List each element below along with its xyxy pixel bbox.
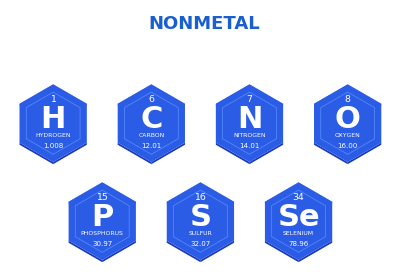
Polygon shape xyxy=(20,143,53,164)
Polygon shape xyxy=(118,84,185,162)
Text: 15: 15 xyxy=(96,193,108,202)
Text: CARBON: CARBON xyxy=(138,133,164,138)
Text: 8: 8 xyxy=(345,95,351,104)
Polygon shape xyxy=(102,241,136,262)
Polygon shape xyxy=(265,241,299,262)
Polygon shape xyxy=(200,182,234,204)
Polygon shape xyxy=(69,182,136,260)
Polygon shape xyxy=(348,84,381,106)
Polygon shape xyxy=(216,143,249,164)
Text: H: H xyxy=(40,105,66,134)
Text: SULFUR: SULFUR xyxy=(189,231,212,236)
Text: Se: Se xyxy=(277,203,320,232)
Text: NITROGEN: NITROGEN xyxy=(233,133,266,138)
Text: 1: 1 xyxy=(50,95,56,104)
Polygon shape xyxy=(102,182,136,204)
Polygon shape xyxy=(118,84,151,106)
Polygon shape xyxy=(249,143,283,164)
Text: 32.07: 32.07 xyxy=(190,241,211,247)
Text: OXYGEN: OXYGEN xyxy=(335,133,360,138)
Text: 34: 34 xyxy=(293,193,304,202)
Polygon shape xyxy=(314,84,381,162)
Polygon shape xyxy=(20,84,87,162)
Text: SELENIUM: SELENIUM xyxy=(283,231,314,236)
Polygon shape xyxy=(151,84,185,106)
Polygon shape xyxy=(314,143,348,164)
Text: 12.01: 12.01 xyxy=(141,143,162,149)
Polygon shape xyxy=(216,84,249,106)
Polygon shape xyxy=(348,143,381,164)
Polygon shape xyxy=(299,241,332,262)
Polygon shape xyxy=(20,84,53,106)
Polygon shape xyxy=(69,241,102,262)
Text: NONMETAL: NONMETAL xyxy=(149,15,260,33)
Polygon shape xyxy=(249,84,283,106)
Text: 1.008: 1.008 xyxy=(43,143,63,149)
Polygon shape xyxy=(299,182,332,204)
Polygon shape xyxy=(200,241,234,262)
Text: C: C xyxy=(140,105,162,134)
Polygon shape xyxy=(118,143,151,164)
Text: O: O xyxy=(335,105,361,134)
Text: N: N xyxy=(237,105,262,134)
Text: 14.01: 14.01 xyxy=(239,143,260,149)
Polygon shape xyxy=(167,182,200,204)
Text: 16.00: 16.00 xyxy=(337,143,358,149)
Text: 7: 7 xyxy=(247,95,252,104)
Polygon shape xyxy=(53,84,87,106)
Polygon shape xyxy=(265,182,332,260)
Polygon shape xyxy=(53,143,87,164)
Polygon shape xyxy=(167,241,200,262)
Polygon shape xyxy=(151,143,185,164)
Text: P: P xyxy=(91,203,113,232)
Text: 16: 16 xyxy=(194,193,207,202)
Text: 30.97: 30.97 xyxy=(92,241,112,247)
Text: 78.96: 78.96 xyxy=(288,241,309,247)
Polygon shape xyxy=(167,182,234,260)
Polygon shape xyxy=(69,182,102,204)
Polygon shape xyxy=(216,84,283,162)
Text: HYDROGEN: HYDROGEN xyxy=(36,133,71,138)
Text: PHOSPHORUS: PHOSPHORUS xyxy=(81,231,124,236)
Polygon shape xyxy=(265,182,299,204)
Polygon shape xyxy=(314,84,348,106)
Text: S: S xyxy=(189,203,211,232)
Text: 6: 6 xyxy=(148,95,154,104)
